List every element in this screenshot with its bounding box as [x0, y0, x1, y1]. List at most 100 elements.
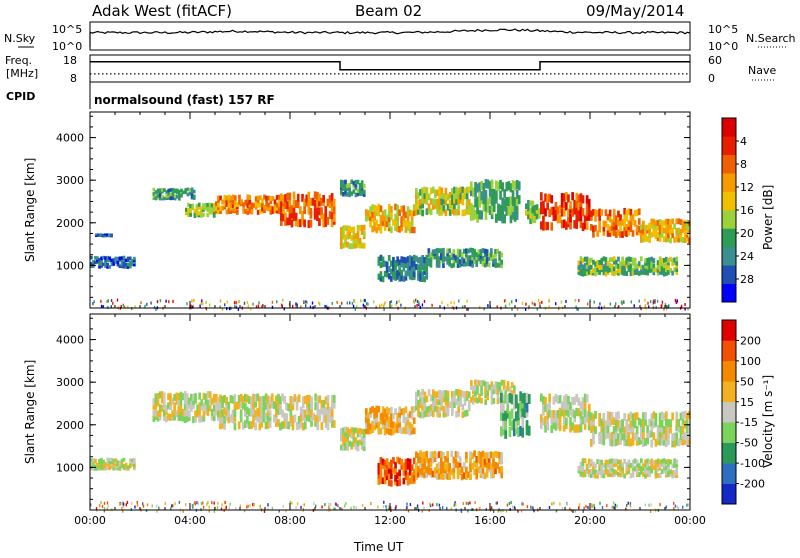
power-colorbar-label: Power [dB] [761, 185, 775, 250]
echo-cell [560, 220, 564, 229]
echo-cell [486, 381, 490, 388]
echo-cell [390, 210, 393, 217]
echo-cell [225, 412, 228, 421]
echo-cell [477, 456, 481, 464]
echo-cell [642, 431, 645, 440]
echo-cell [421, 271, 424, 278]
echo-cell [479, 461, 483, 468]
echo-cell [423, 451, 426, 459]
echo-cell [598, 264, 601, 270]
echo-cell [627, 413, 631, 422]
echo-cell [121, 502, 123, 506]
echo-cell [421, 457, 424, 464]
echo-cell [379, 261, 383, 268]
echo-cell [188, 191, 192, 196]
echo-cell [396, 412, 399, 420]
echo-cell [175, 188, 179, 193]
echo-cell [100, 264, 103, 268]
echo-cell [456, 451, 460, 459]
echo-cell [194, 410, 197, 418]
echo-cell [487, 262, 491, 268]
echo-cell [310, 401, 313, 410]
echo-cell [611, 505, 613, 509]
y-tick-label: 2000 [56, 217, 84, 230]
echo-cell [258, 396, 262, 405]
echo-cell [210, 208, 214, 213]
echo-cell [579, 193, 583, 202]
echo-cell [202, 203, 205, 208]
echo-cell [114, 260, 118, 264]
echo-cell [554, 394, 558, 403]
echo-cell [546, 415, 549, 425]
echo-cell [623, 473, 626, 479]
echo-cell [229, 307, 231, 311]
echo-cell [431, 203, 435, 210]
echo-cell [621, 264, 624, 270]
echo-cell [271, 206, 275, 212]
echo-cell [346, 445, 349, 451]
echo-cell [162, 409, 166, 417]
echo-cell [642, 267, 645, 273]
echo-cell [681, 411, 685, 420]
echo-cell [367, 302, 369, 306]
echo-cell [92, 460, 95, 464]
echo-cell [392, 256, 395, 264]
echo-cell [408, 422, 412, 429]
echo-cell [360, 189, 364, 194]
echo-cell [227, 409, 231, 418]
echo-cell [457, 194, 460, 202]
echo-cell [406, 256, 410, 263]
echo-cell [108, 460, 112, 464]
echo-cell [133, 256, 136, 261]
echo-cell [671, 412, 674, 421]
echo-cell [616, 504, 618, 508]
echo-cell [377, 468, 381, 475]
echo-cell [593, 507, 596, 510]
echo-cell [631, 230, 635, 237]
echo-cell [456, 263, 460, 268]
echo-cell [292, 304, 294, 308]
echo-cell [627, 223, 631, 231]
echo-cell [133, 460, 136, 464]
echo-cell [342, 229, 345, 235]
echo-cell [400, 256, 404, 263]
echo-cell [472, 211, 475, 221]
echo-cell [621, 231, 624, 238]
echo-cell [481, 457, 485, 465]
echo-cell [423, 462, 426, 470]
echo-cell [575, 192, 579, 202]
echo-cell [596, 269, 599, 275]
echo-cell [254, 422, 257, 431]
echo-cell [687, 228, 691, 234]
echo-cell [412, 427, 416, 435]
echo-cell [505, 509, 508, 513]
echo-cell [322, 399, 326, 408]
echo-cell [253, 503, 255, 507]
echo-cell [585, 394, 589, 403]
echo-cell [250, 421, 253, 430]
echo-cell [465, 256, 468, 262]
echo-cell [656, 260, 660, 266]
echo-cell [206, 208, 210, 213]
echo-cell [342, 439, 345, 446]
echo-cell [433, 467, 437, 474]
echo-cell [192, 393, 195, 401]
echo-cell [202, 302, 204, 306]
echo-cell [287, 421, 291, 430]
echo-cell [346, 432, 349, 439]
echo-cell [585, 263, 589, 269]
echo-cell [306, 399, 309, 408]
echo-cell [311, 197, 315, 206]
echo-cell [508, 386, 512, 393]
echo-cell [396, 273, 399, 280]
echo-cell [286, 201, 289, 210]
echo-cell [103, 507, 106, 510]
freq-frame [89, 54, 691, 83]
echo-cell [506, 503, 509, 507]
echo-cell [417, 403, 420, 411]
echo-cell [456, 467, 460, 475]
echo-cell [602, 220, 606, 227]
echo-cell [500, 259, 504, 265]
echo-cell [567, 408, 570, 417]
echo-cell [90, 255, 93, 260]
